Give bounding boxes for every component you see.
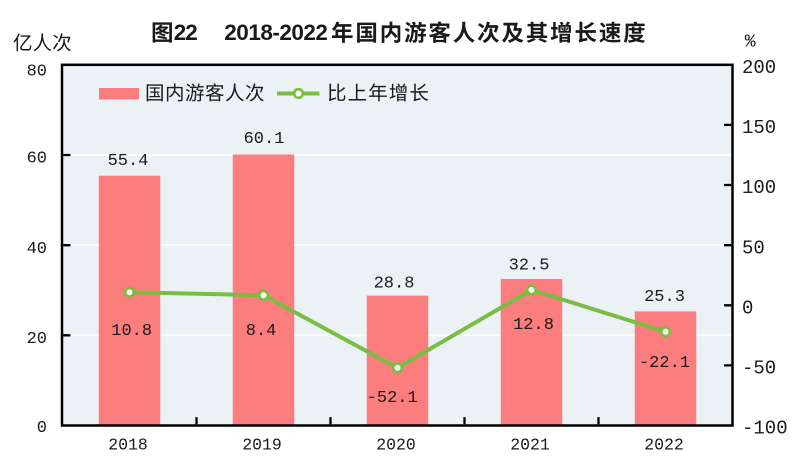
svg-text:150: 150 [742, 117, 776, 139]
svg-text:2021: 2021 [510, 435, 550, 454]
svg-text:0: 0 [742, 298, 753, 320]
svg-text:-100: -100 [742, 418, 788, 440]
svg-text:55.4: 55.4 [108, 152, 149, 171]
svg-text:12.8: 12.8 [513, 316, 554, 335]
svg-text:50: 50 [742, 237, 765, 259]
svg-text:10.8: 10.8 [111, 322, 152, 341]
svg-text:2019: 2019 [242, 435, 282, 454]
svg-text:60: 60 [27, 150, 47, 169]
svg-text:-52.1: -52.1 [367, 389, 418, 408]
svg-text:8.4: 8.4 [246, 322, 277, 341]
svg-text:80: 80 [27, 63, 47, 82]
svg-text:%: % [745, 33, 756, 53]
svg-text:40: 40 [27, 240, 47, 259]
svg-text:60.1: 60.1 [244, 130, 285, 149]
svg-text:200: 200 [742, 57, 776, 79]
svg-text:2020: 2020 [376, 435, 416, 454]
svg-text:-22.1: -22.1 [639, 354, 690, 373]
svg-text:0: 0 [37, 419, 47, 438]
svg-text:25.3: 25.3 [644, 288, 685, 307]
svg-text:100: 100 [742, 177, 776, 199]
svg-text:2022: 2022 [644, 435, 684, 454]
svg-text:-50: -50 [742, 358, 776, 380]
svg-text:20: 20 [27, 330, 47, 349]
svg-text:28.8: 28.8 [374, 275, 415, 294]
svg-text:22: 22 [174, 20, 198, 45]
svg-text:2018-2022: 2018-2022 [224, 20, 327, 45]
svg-text:2018: 2018 [108, 435, 148, 454]
svg-text:32.5: 32.5 [509, 257, 550, 276]
